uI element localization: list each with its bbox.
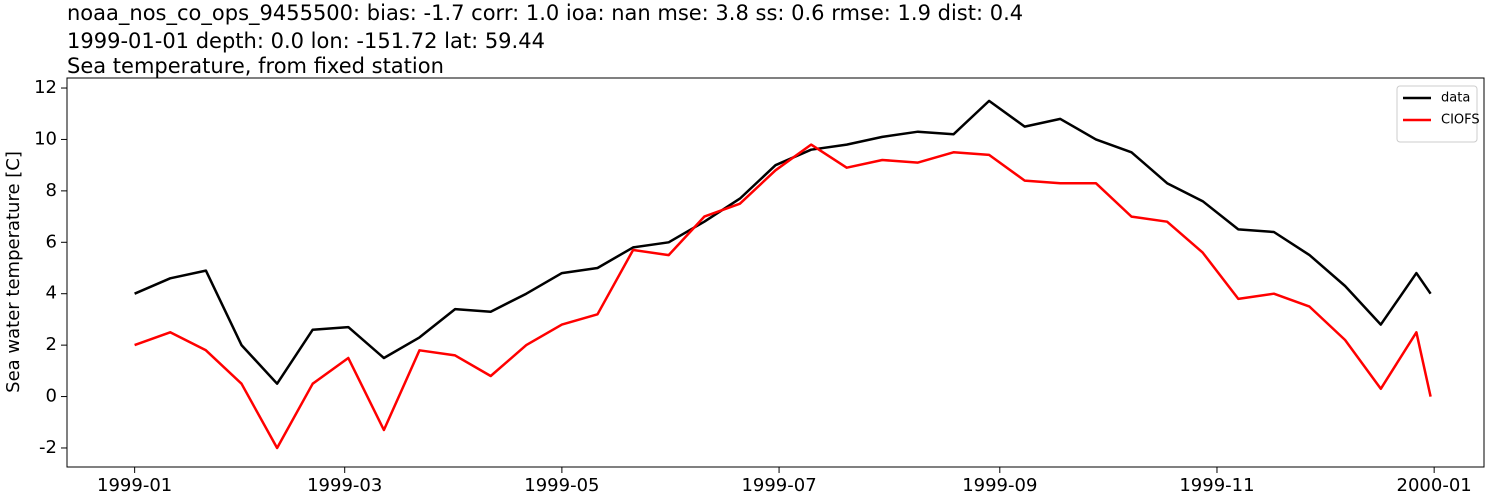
legend-box bbox=[1396, 85, 1478, 143]
y-tick-label: 10 bbox=[34, 128, 57, 149]
line-series bbox=[134, 143, 1432, 450]
x-tick-label: 1999-05 bbox=[524, 475, 599, 496]
y-axis-label: Sea water temperature [C] bbox=[3, 151, 24, 393]
y-tick-label: 6 bbox=[46, 231, 57, 252]
x-tick-label: 1999-11 bbox=[1179, 475, 1254, 496]
plot-frame bbox=[66, 77, 1485, 468]
legend-label: data bbox=[1441, 91, 1470, 106]
y-tick-label: 8 bbox=[46, 180, 57, 201]
y-tick-label: 2 bbox=[46, 334, 57, 355]
legend-label: CIOFS bbox=[1441, 113, 1480, 128]
chart-subtitle: Sea temperature, from fixed station bbox=[67, 54, 444, 78]
x-tick-label: 1999-03 bbox=[307, 475, 382, 496]
line-series bbox=[134, 99, 1432, 385]
y-tick-label: 4 bbox=[46, 283, 57, 304]
x-tick-label: 1999-01 bbox=[97, 475, 172, 496]
chart-subtitle: 1999-01-01 depth: 0.0 lon: -151.72 lat: … bbox=[67, 29, 545, 53]
x-tick-label: 2000-01 bbox=[1397, 475, 1472, 496]
y-tick-label: 0 bbox=[46, 386, 57, 407]
chart-title: noaa_nos_co_ops_9455500: bias: -1.7 corr… bbox=[67, 1, 1023, 26]
x-tick-label: 1999-09 bbox=[962, 475, 1037, 496]
y-tick-label: -2 bbox=[39, 437, 57, 458]
y-tick-label: 12 bbox=[34, 77, 57, 98]
x-tick-label: 1999-07 bbox=[741, 475, 816, 496]
